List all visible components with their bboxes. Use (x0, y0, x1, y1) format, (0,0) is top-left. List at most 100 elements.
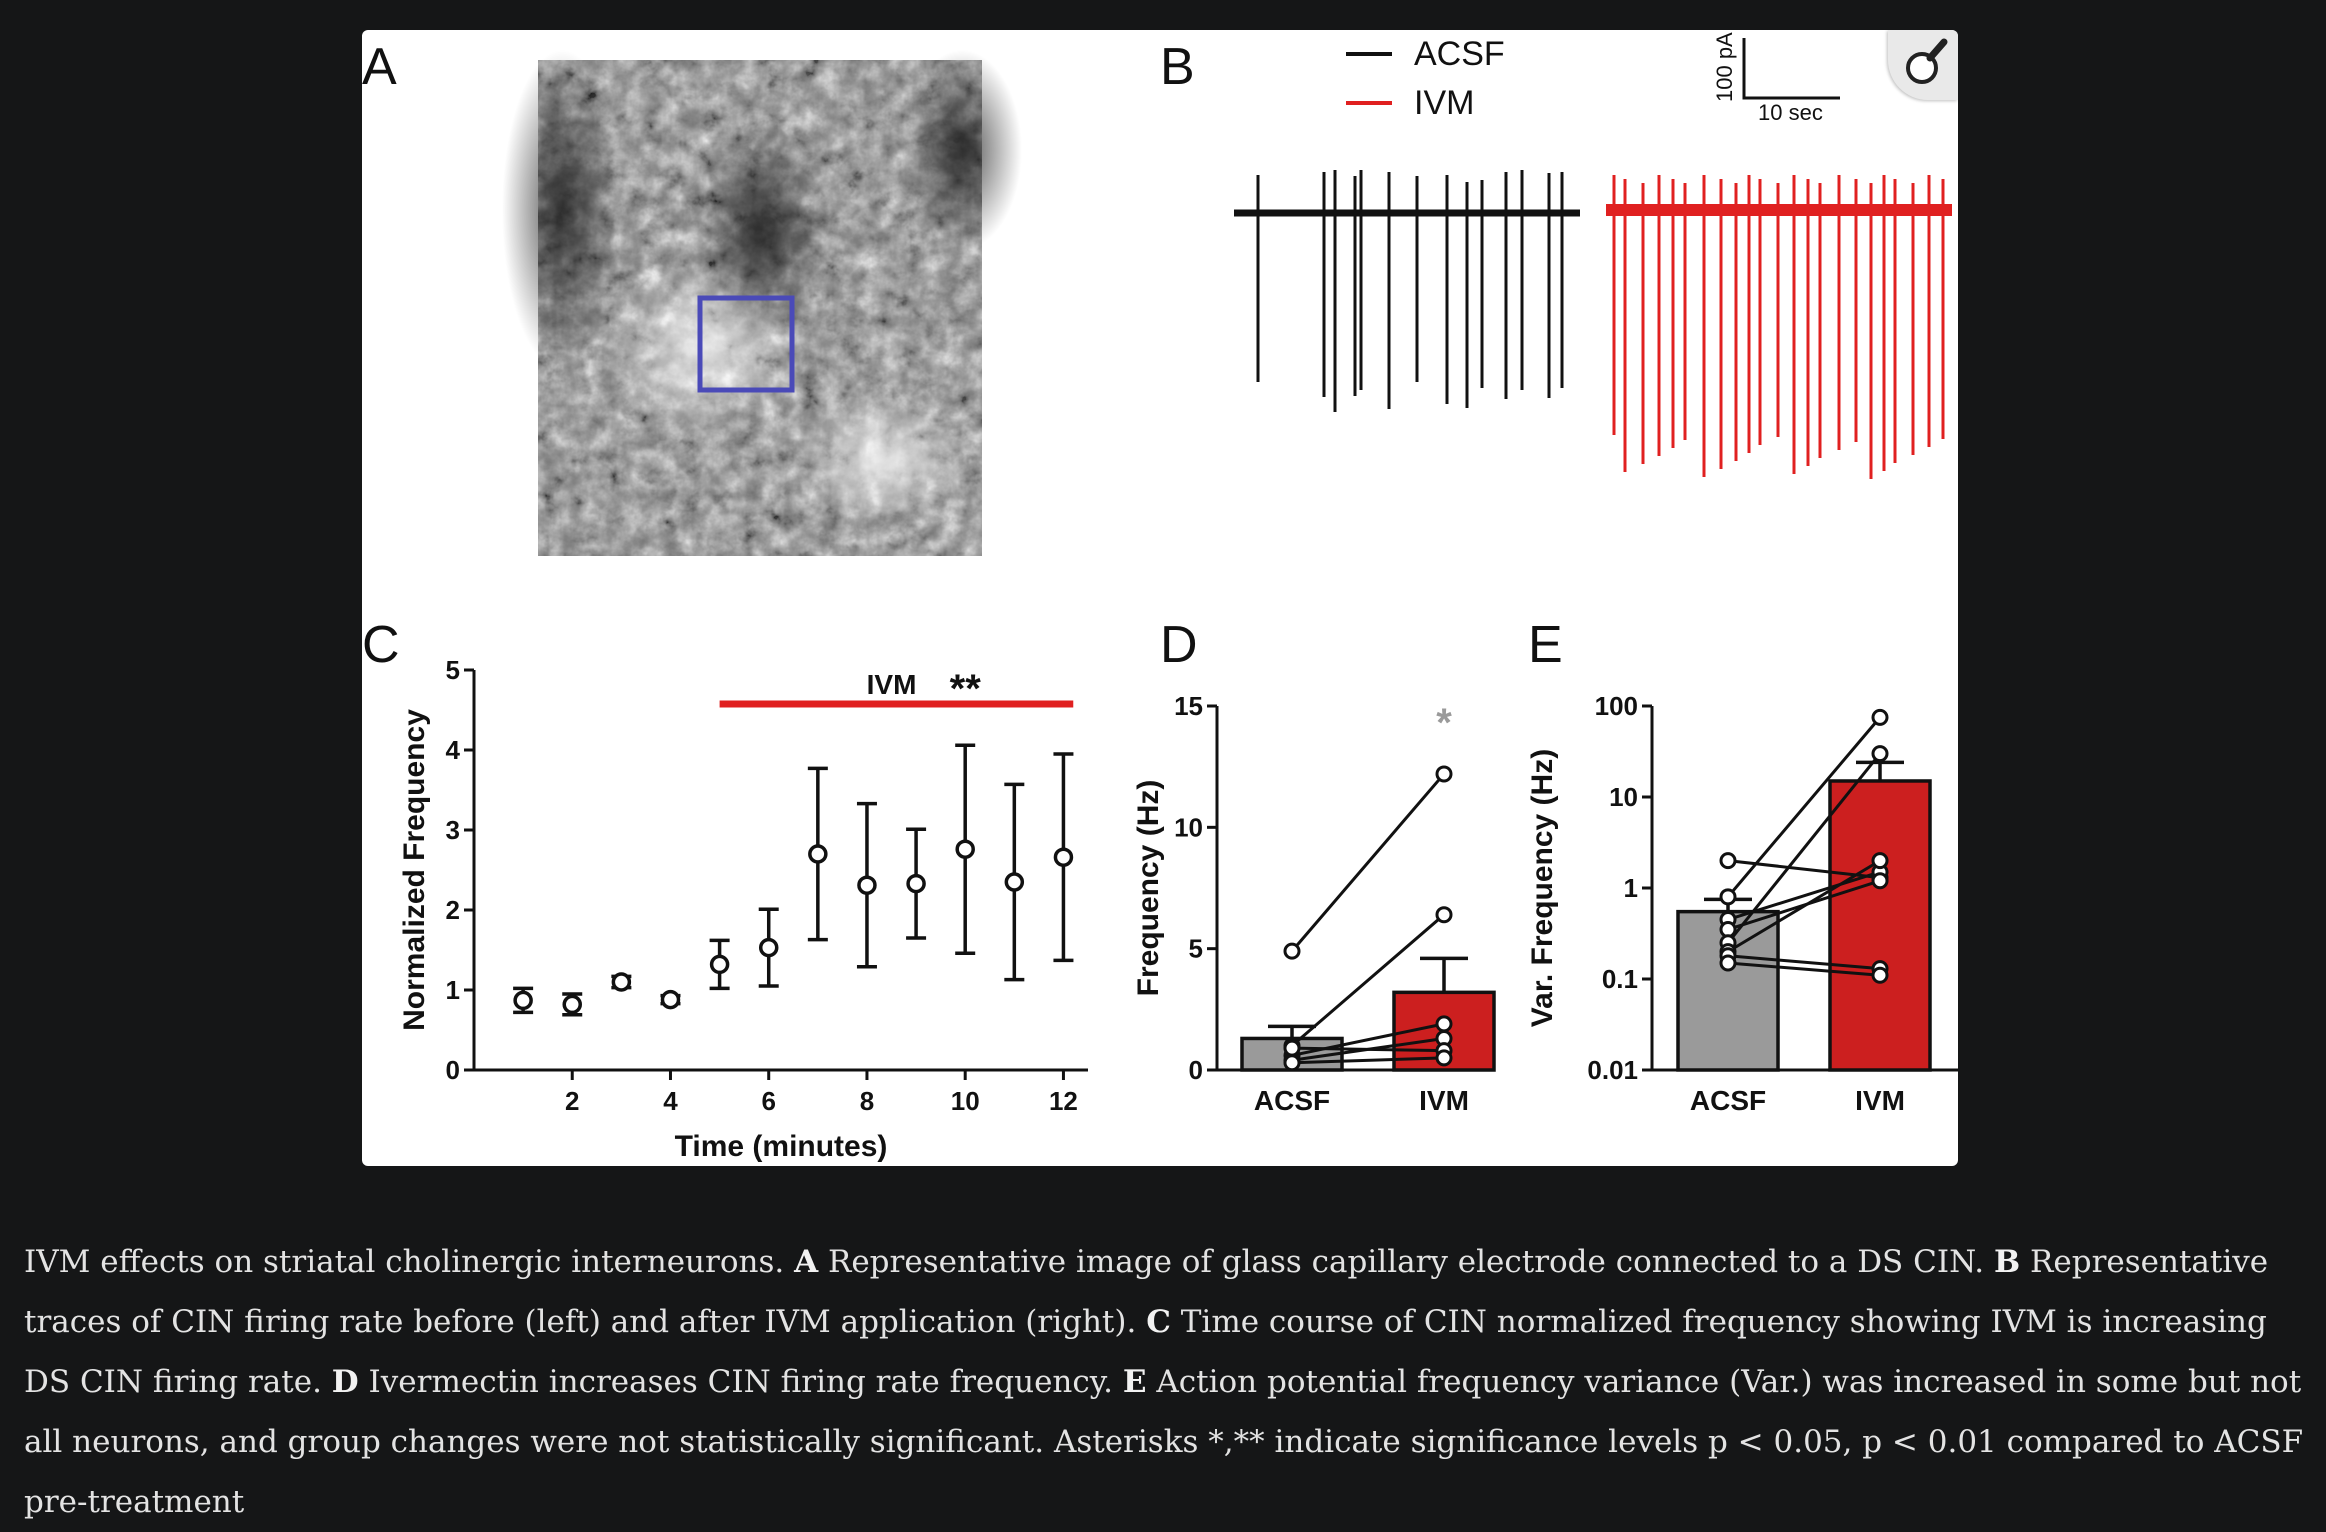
panel-label-b: B (1160, 38, 1195, 96)
caption-label-d: D (331, 1364, 359, 1400)
paired-point (1719, 954, 1737, 972)
caption-label-c: C (1146, 1304, 1171, 1340)
c-y-axis-label: Normalized Frequency (398, 709, 431, 1031)
bar-y-tick-label: 15 (1174, 691, 1203, 721)
paired-point (1871, 872, 1889, 890)
paired-line (1726, 716, 1882, 898)
c-data-point (1053, 847, 1074, 867)
c-data-point (562, 994, 582, 1015)
chart-e-variance: 0.01 0.1 1 10 100 Var. Frequency (Hz) ACSF IVM (1526, 691, 1958, 1116)
scale-bar-vertical-label: 100 pA (1712, 32, 1737, 102)
c-ivm-label: IVM (867, 669, 917, 700)
paired-line (1727, 961, 1881, 977)
figure-panel: A B C D E ACSF IVM 100 pA 10 sec (362, 30, 1958, 1166)
paired-point (1283, 1054, 1301, 1072)
chart-d-frequency: 0 5 10 15 Frequency (Hz) ACSF IVM * (1132, 691, 1496, 1116)
bar-category-label: ACSF (1690, 1085, 1766, 1116)
panel-label-a: A (362, 38, 397, 96)
paired-point (1871, 745, 1889, 763)
panel-label-c: C (362, 616, 400, 674)
caption-label-e: E (1122, 1364, 1147, 1400)
paired-point (1719, 852, 1737, 870)
bar-y-tick-label: 10 (1174, 812, 1203, 842)
electrode-roi-box (697, 295, 795, 393)
c-y-tick-label: 3 (446, 815, 460, 845)
scale-bar-horizontal-label: 10 sec (1758, 100, 1823, 125)
bar-y-tick-label: 1 (1624, 873, 1638, 903)
caption-label-b: B (1993, 1244, 2021, 1280)
bar-y-tick-label: 0.01 (1587, 1055, 1638, 1085)
c-data-point (513, 990, 533, 1011)
caption-text-c: Time course of CIN normalized frequency … (24, 1304, 2267, 1400)
c-y-tick-label: 1 (446, 975, 460, 1005)
caption-intro: IVM effects on striatal cholinergic inte… (24, 1244, 785, 1280)
c-data-point (611, 972, 632, 992)
paired-line (1727, 859, 1881, 953)
paired-line (1290, 772, 1446, 953)
paired-line (1291, 1056, 1445, 1065)
c-y-tick-label: 0 (446, 1055, 460, 1085)
paired-line (1727, 954, 1881, 971)
legend-ivm-label: IVM (1414, 84, 1474, 122)
figure-caption: IVM effects on striatal cholinergic inte… (24, 1232, 2314, 1532)
zoom-button[interactable] (1888, 30, 1958, 100)
c-data-point (955, 839, 975, 859)
scale-bar: 100 pA 10 sec (1712, 32, 1840, 125)
figure-canvas: A B C D E ACSF IVM 100 pA 10 sec (362, 32, 1958, 1163)
c-data-point (758, 937, 779, 958)
bar (1828, 779, 1932, 1072)
c-y-tick-label: 5 (446, 655, 460, 685)
paired-point (1871, 708, 1889, 726)
c-x-tick-label: 4 (663, 1086, 678, 1116)
bar-y-tick-label: 100 (1595, 691, 1638, 721)
bar-y-tick-label: 10 (1609, 782, 1638, 812)
bar-category-label: ACSF (1254, 1085, 1330, 1116)
c-x-tick-label: 6 (761, 1086, 775, 1116)
c-x-tick-label: 12 (1049, 1086, 1078, 1116)
c-y-tick-label: 2 (446, 895, 460, 925)
paired-point (1435, 1049, 1453, 1067)
caption-text-b: Representative traces of CIN firing rate… (24, 1244, 2269, 1340)
paired-point (1435, 1015, 1453, 1033)
c-data-point (1004, 872, 1025, 892)
paired-line (1726, 752, 1882, 944)
c-data-point (709, 954, 730, 975)
trace-acsf (1234, 170, 1580, 412)
paired-point (1871, 852, 1889, 870)
c-x-tick-label: 8 (860, 1086, 874, 1116)
bar-significance-marker: * (1436, 701, 1452, 745)
c-x-tick-label: 2 (565, 1086, 579, 1116)
paired-line (1291, 1046, 1445, 1053)
bar-y-axis-label: Frequency (Hz) (1132, 780, 1165, 997)
caption-text-a: Representative image of glass capillary … (828, 1244, 1985, 1280)
c-data-point (906, 873, 926, 894)
bar-y-tick-label: 0.1 (1602, 964, 1638, 994)
paired-point (1719, 888, 1737, 906)
paired-point (1871, 966, 1889, 984)
micrograph-image (502, 50, 1022, 556)
caption-text-d: Ivermectin increases CIN firing rate fre… (368, 1364, 1114, 1400)
bar-y-tick-label: 5 (1189, 934, 1203, 964)
c-y-tick-label: 4 (446, 735, 461, 765)
legend-acsf-label: ACSF (1414, 35, 1505, 73)
caption-text-e: Action potential frequency variance (Var… (24, 1364, 2304, 1520)
c-x-axis-label: Time (minutes) (675, 1130, 888, 1163)
caption-label-a: A (794, 1244, 819, 1280)
trace-ivm (1606, 175, 1952, 479)
bar-category-label: IVM (1855, 1085, 1905, 1116)
c-data-point (808, 844, 828, 864)
panel-label-e: E (1528, 616, 1563, 674)
bar-category-label: IVM (1419, 1085, 1469, 1116)
trace-legend: ACSF IVM (1346, 35, 1505, 122)
paired-point (1283, 1039, 1301, 1057)
paired-line (1291, 913, 1445, 1047)
paired-point (1435, 765, 1453, 783)
panel-label-d: D (1160, 616, 1198, 674)
paired-point (1435, 906, 1453, 924)
bar-y-axis-label: Var. Frequency (Hz) (1526, 749, 1559, 1027)
paired-line (1291, 1022, 1445, 1057)
c-data-point (857, 875, 877, 895)
paired-point (1283, 942, 1301, 960)
c-significance-marker: ** (950, 667, 982, 711)
